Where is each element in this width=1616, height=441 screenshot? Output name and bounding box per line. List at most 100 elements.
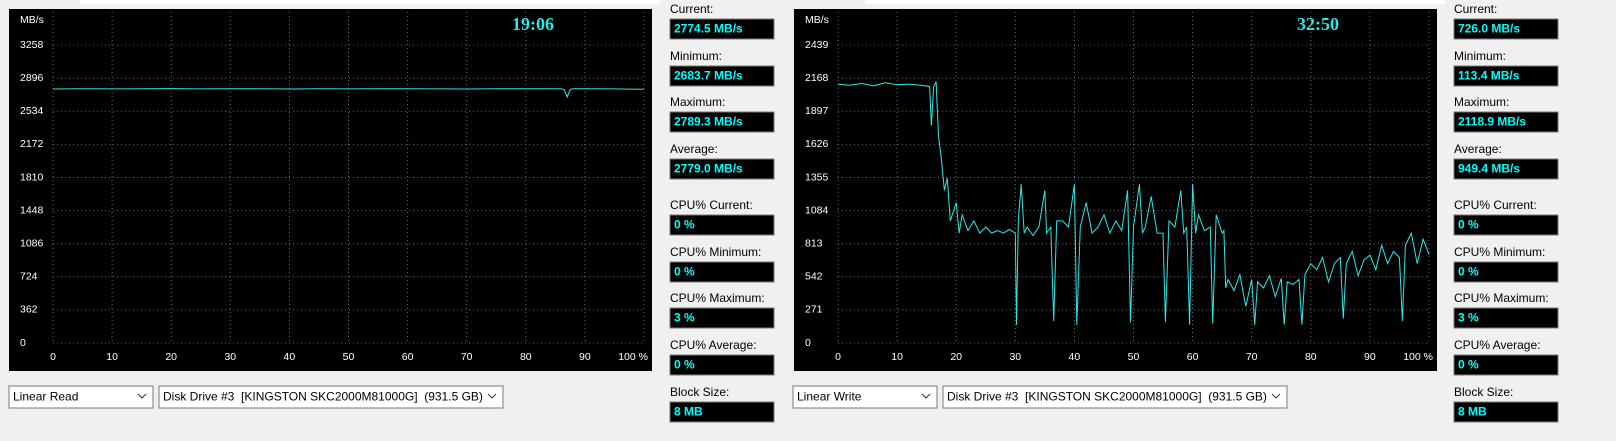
drive-dropdown[interactable] [158,385,504,409]
stat-label: CPU% Average: [1454,338,1541,352]
stat-box [669,214,775,236]
x-tick-label: 90 [579,351,591,363]
x-tick-label: 60 [402,351,414,363]
x-tick-label: 100 % [618,351,648,363]
stat-box [1453,111,1559,133]
x-tick-label: 70 [1246,351,1258,363]
x-tick-label: 0 [50,351,56,363]
stat-box [669,111,775,133]
x-tick-label: 50 [343,351,355,363]
stat-label: Current: [670,2,713,16]
stat-label: Block Size: [1454,385,1513,399]
stat-label: Block Size: [670,385,729,399]
stat-label: Minimum: [670,49,722,63]
stat-label: Minimum: [1454,49,1506,63]
stat-value: 726.0 MB/s [1458,22,1520,36]
stat-value: 3 % [1458,311,1479,325]
y-tick-label: 271 [805,304,823,316]
x-tick-label: 90 [1364,351,1376,363]
chart-background [794,9,1437,371]
stat-value: 2683.7 MB/s [674,69,743,83]
stat-value: 0 % [674,358,695,372]
x-tick-label: 10 [106,351,118,363]
y-tick-label: 724 [20,271,38,283]
stat-value: 8 MB [674,405,703,419]
y-tick-label: 1810 [20,171,44,183]
x-tick-label: 40 [1069,351,1081,363]
x-tick-label: 20 [950,351,962,363]
stat-box [1453,354,1559,376]
dropdown-arrow [487,393,497,399]
stat-box [669,158,775,180]
stat-box [669,65,775,87]
stat-value: 0 % [1458,265,1479,279]
y-tick-label: 542 [805,271,823,283]
drive-dropdown[interactable] [942,385,1288,409]
stat-value: 0 % [674,218,695,232]
stat-value: 2789.3 MB/s [674,115,743,129]
drive-dropdown-text: Disk Drive #3 [KINGSTON SKC2000M81000G] … [947,390,1267,404]
y-tick-label: 2168 [805,72,829,84]
stat-box [669,401,775,423]
dropdown-arrow [921,393,931,399]
stat-label: CPU% Minimum: [670,245,761,259]
stat-value: 113.4 MB/s [1458,69,1520,83]
data-line [837,81,1430,325]
stat-value: 2774.5 MB/s [674,22,743,36]
time-annotation: 32:50 [1297,14,1339,34]
stat-value: 0 % [1458,358,1479,372]
tab-strip [80,0,660,4]
stat-label: Average: [1454,142,1502,156]
data-line [52,88,645,99]
tab-strip [865,0,1445,4]
y-tick-label: 1897 [805,105,829,117]
x-tick-label: 70 [461,351,473,363]
stat-box [1453,18,1559,40]
y-axis-label: MB/s [805,14,829,26]
test-dropdown[interactable] [8,385,154,409]
x-tick-label: 80 [1305,351,1317,363]
stat-box [669,261,775,283]
chart-background [9,9,652,371]
stat-label: CPU% Current: [670,198,753,212]
stat-label: CPU% Maximum: [1454,291,1549,305]
dropdown-arrow [137,393,147,399]
y-tick-label: 0 [805,337,811,349]
x-tick-label: 10 [891,351,903,363]
stat-value: 8 MB [1458,405,1487,419]
drive-dropdown-text: Disk Drive #3 [KINGSTON SKC2000M81000G] … [163,390,483,404]
stat-value: 0 % [674,265,695,279]
y-axis-label: MB/s [20,14,44,26]
dropdown-arrow [1271,393,1281,399]
stat-value: 2779.0 MB/s [674,162,743,176]
stat-label: CPU% Maximum: [670,291,765,305]
stat-box [669,307,775,329]
y-tick-label: 2172 [20,138,44,150]
stat-value: 3 % [674,311,695,325]
stat-box [1453,214,1559,236]
stat-label: Average: [670,142,718,156]
stat-label: Maximum: [670,95,725,109]
y-tick-label: 0 [20,337,26,349]
x-tick-label: 0 [835,351,841,363]
x-tick-label: 30 [1009,351,1021,363]
x-tick-label: 20 [165,351,177,363]
test-dropdown-text: Linear Write [797,390,862,404]
y-tick-label: 2439 [805,39,829,51]
x-tick-label: 80 [520,351,532,363]
stat-box [669,354,775,376]
y-tick-label: 1086 [20,237,44,249]
stat-value: 0 % [1458,218,1479,232]
y-tick-label: 1626 [805,138,829,150]
x-tick-label: 100 % [1403,351,1433,363]
test-dropdown-text: Linear Read [13,390,78,404]
x-tick-label: 50 [1128,351,1140,363]
test-dropdown[interactable] [792,385,938,409]
y-tick-label: 3258 [20,39,44,51]
stat-box [1453,307,1559,329]
stat-box [1453,261,1559,283]
x-tick-label: 30 [224,351,236,363]
stat-label: CPU% Average: [670,338,757,352]
